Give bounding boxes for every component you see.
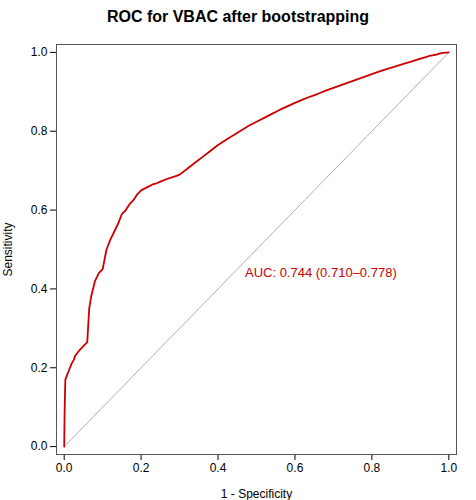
svg-text:0.8: 0.8 [31, 124, 48, 138]
svg-text:0.6: 0.6 [31, 203, 48, 217]
html-text:ROC for VBAC after bootstrappi: ROC for VBAC after bootstrapping [106, 8, 370, 25]
svg-text:0.0: 0.0 [31, 439, 48, 453]
svg-text:0.2: 0.2 [133, 461, 150, 475]
svg-text:0.4: 0.4 [210, 461, 227, 475]
svg-text:1 - Specificity: 1 - Specificity [221, 487, 292, 500]
svg-text:0.4: 0.4 [31, 282, 48, 296]
svg-text:Sensitivity: Sensitivity [1, 222, 15, 276]
svg-text:0.6: 0.6 [287, 461, 304, 475]
svg-text:1.0: 1.0 [440, 461, 457, 475]
svg-text:AUC: 0.744 (0.710–0.778): AUC: 0.744 (0.710–0.778) [245, 265, 397, 280]
svg-text:0.0: 0.0 [56, 461, 73, 475]
svg-text:0.8: 0.8 [364, 461, 381, 475]
svg-text:1.0: 1.0 [31, 45, 48, 59]
svg-text:0.2: 0.2 [31, 361, 48, 375]
